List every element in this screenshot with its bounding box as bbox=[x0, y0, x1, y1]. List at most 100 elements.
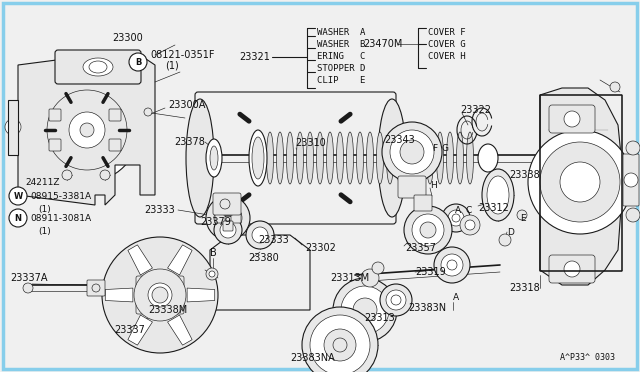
Circle shape bbox=[62, 170, 72, 180]
Ellipse shape bbox=[307, 132, 314, 184]
Ellipse shape bbox=[326, 132, 333, 184]
Ellipse shape bbox=[482, 169, 514, 221]
Circle shape bbox=[324, 329, 356, 361]
Ellipse shape bbox=[337, 132, 344, 184]
Text: 23383NA: 23383NA bbox=[290, 353, 335, 363]
Ellipse shape bbox=[296, 132, 303, 184]
FancyBboxPatch shape bbox=[3, 3, 637, 369]
Circle shape bbox=[448, 210, 464, 226]
Polygon shape bbox=[128, 245, 152, 275]
Circle shape bbox=[412, 214, 444, 246]
Circle shape bbox=[9, 209, 27, 227]
Ellipse shape bbox=[417, 132, 424, 184]
Circle shape bbox=[206, 196, 250, 240]
Text: (1): (1) bbox=[38, 227, 51, 235]
Circle shape bbox=[148, 283, 172, 307]
Text: 23337A: 23337A bbox=[10, 273, 47, 283]
Text: 23319: 23319 bbox=[415, 267, 445, 277]
Ellipse shape bbox=[436, 132, 444, 184]
Circle shape bbox=[5, 119, 21, 135]
FancyBboxPatch shape bbox=[49, 139, 61, 151]
Ellipse shape bbox=[387, 132, 394, 184]
Text: B: B bbox=[210, 248, 216, 258]
Ellipse shape bbox=[210, 146, 218, 170]
Circle shape bbox=[144, 108, 152, 116]
Circle shape bbox=[434, 247, 470, 283]
Polygon shape bbox=[8, 100, 18, 155]
Ellipse shape bbox=[89, 61, 107, 73]
Circle shape bbox=[517, 210, 527, 220]
FancyBboxPatch shape bbox=[55, 50, 141, 84]
Polygon shape bbox=[105, 288, 133, 302]
FancyBboxPatch shape bbox=[623, 154, 639, 206]
Text: 23470M: 23470M bbox=[364, 39, 403, 49]
Text: 24211Z: 24211Z bbox=[25, 177, 60, 186]
Text: C: C bbox=[466, 205, 472, 215]
Ellipse shape bbox=[406, 132, 413, 184]
Polygon shape bbox=[540, 88, 622, 285]
Circle shape bbox=[333, 278, 397, 342]
Ellipse shape bbox=[249, 130, 267, 186]
Circle shape bbox=[152, 287, 168, 303]
Text: (1): (1) bbox=[38, 205, 51, 214]
Text: 23378: 23378 bbox=[174, 137, 205, 147]
FancyBboxPatch shape bbox=[136, 276, 184, 314]
Text: 23322: 23322 bbox=[460, 105, 491, 115]
Circle shape bbox=[564, 261, 580, 277]
Ellipse shape bbox=[367, 132, 374, 184]
Circle shape bbox=[92, 284, 100, 292]
Text: H: H bbox=[430, 180, 436, 189]
Text: 08121-0351F: 08121-0351F bbox=[150, 50, 214, 60]
Circle shape bbox=[528, 130, 632, 234]
Circle shape bbox=[35, 78, 139, 182]
Circle shape bbox=[206, 268, 218, 280]
Ellipse shape bbox=[287, 132, 294, 184]
Circle shape bbox=[380, 284, 412, 316]
Text: F: F bbox=[432, 144, 437, 153]
Circle shape bbox=[341, 286, 389, 334]
Text: A: A bbox=[455, 205, 461, 215]
Circle shape bbox=[460, 215, 480, 235]
Ellipse shape bbox=[317, 132, 323, 184]
FancyBboxPatch shape bbox=[414, 195, 432, 211]
Text: E: E bbox=[520, 214, 525, 222]
Text: WASHER  A: WASHER A bbox=[317, 28, 365, 36]
Circle shape bbox=[624, 173, 638, 187]
Ellipse shape bbox=[83, 58, 113, 76]
Circle shape bbox=[372, 262, 384, 274]
Text: 23310: 23310 bbox=[295, 138, 326, 148]
Polygon shape bbox=[168, 245, 192, 275]
Circle shape bbox=[420, 222, 436, 238]
FancyBboxPatch shape bbox=[109, 139, 121, 151]
Text: 23379: 23379 bbox=[200, 217, 231, 227]
Text: 08915-3381A: 08915-3381A bbox=[30, 192, 91, 201]
Circle shape bbox=[404, 206, 452, 254]
Text: 23357: 23357 bbox=[405, 243, 436, 253]
Text: 23333: 23333 bbox=[258, 235, 289, 245]
Text: (1): (1) bbox=[165, 60, 179, 70]
Text: CLIP    E: CLIP E bbox=[317, 76, 365, 84]
Circle shape bbox=[353, 298, 377, 322]
Text: A^P33^ 0303: A^P33^ 0303 bbox=[560, 353, 615, 362]
Circle shape bbox=[400, 140, 424, 164]
FancyBboxPatch shape bbox=[215, 213, 225, 223]
FancyBboxPatch shape bbox=[223, 221, 233, 231]
Ellipse shape bbox=[186, 99, 214, 217]
Circle shape bbox=[220, 199, 230, 209]
Circle shape bbox=[382, 122, 442, 182]
Ellipse shape bbox=[426, 132, 433, 184]
Circle shape bbox=[129, 53, 147, 71]
FancyBboxPatch shape bbox=[223, 205, 233, 215]
Ellipse shape bbox=[356, 132, 364, 184]
FancyBboxPatch shape bbox=[213, 193, 241, 215]
Ellipse shape bbox=[447, 132, 454, 184]
Circle shape bbox=[47, 90, 127, 170]
FancyBboxPatch shape bbox=[398, 176, 426, 198]
Ellipse shape bbox=[478, 144, 498, 172]
Polygon shape bbox=[18, 55, 155, 205]
Circle shape bbox=[214, 216, 242, 244]
Text: 23318: 23318 bbox=[509, 283, 540, 293]
Text: D: D bbox=[507, 228, 514, 237]
Ellipse shape bbox=[467, 132, 474, 184]
Ellipse shape bbox=[257, 132, 264, 184]
